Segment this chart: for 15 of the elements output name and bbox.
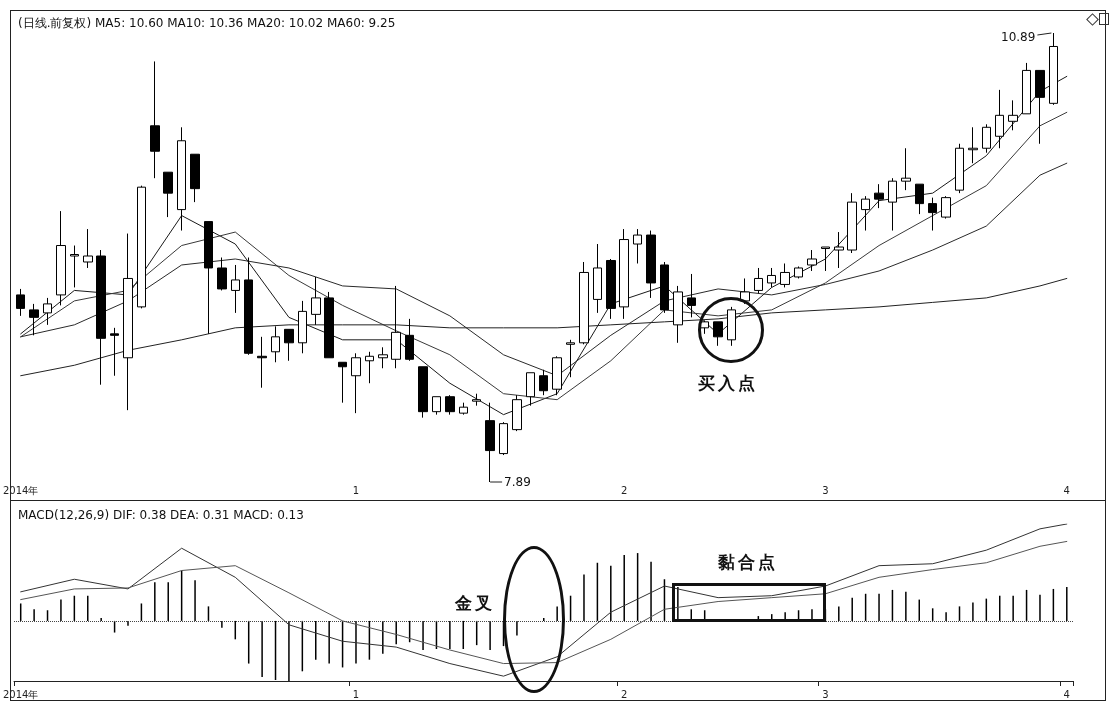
annotation: 黏合点 (718, 551, 778, 574)
annotation: 10.89 (1001, 30, 1036, 44)
annotation: 金叉 (455, 592, 495, 615)
x-tick-label: 4 (1063, 688, 1070, 700)
x-tick-label: 1 (352, 688, 360, 700)
x-tick-label: 2 (621, 688, 628, 700)
annotation: 7.89 (504, 475, 531, 489)
x-tick-label: 3 (822, 688, 829, 700)
x-tick-label: 3 (822, 484, 829, 496)
x-tick-label: 2 (621, 484, 628, 496)
x-tick-label: 1 (352, 484, 360, 496)
annotation: 买入点 (698, 372, 758, 395)
chart-title: MACD(12,26,9) DIF: 0.38 DEA: 0.31 MACD: 0.13 (18, 508, 304, 522)
chart-title: (日线.前复权) MA5: 10.60 MA10: 10.36 MA20: 10.02 MA60: 9.25 (18, 16, 396, 30)
x-tick-label: 4 (1063, 484, 1070, 496)
